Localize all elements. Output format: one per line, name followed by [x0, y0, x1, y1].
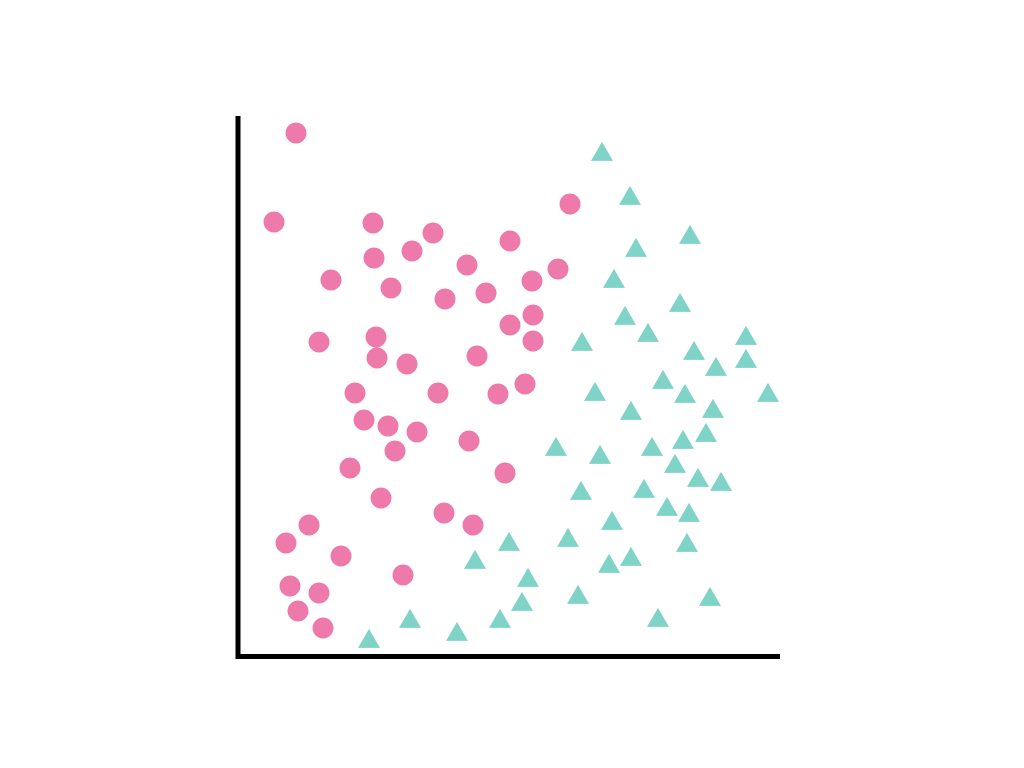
series-teal-triangles-class: [358, 141, 779, 648]
data-point-circle: [392, 564, 414, 586]
data-point-triangle: [489, 608, 511, 628]
data-point-triangle: [735, 348, 757, 368]
data-point-circle: [499, 230, 521, 252]
data-point-triangle: [687, 467, 709, 487]
data-point-circle: [353, 409, 375, 431]
data-point-circle: [308, 582, 330, 604]
data-point-triangle: [676, 532, 698, 552]
data-point-triangle: [699, 586, 721, 606]
data-point-triangle: [358, 628, 380, 648]
data-point-circle: [275, 532, 297, 554]
data-point-circle: [279, 575, 301, 597]
data-point-circle: [365, 326, 387, 348]
data-point-circle: [434, 288, 456, 310]
data-point-triangle: [567, 584, 589, 604]
data-point-circle: [344, 382, 366, 404]
data-point-triangle: [664, 453, 686, 473]
data-point-circle: [298, 514, 320, 536]
data-point-triangle: [601, 510, 623, 530]
data-point-circle: [396, 353, 418, 375]
data-point-circle: [384, 440, 406, 462]
data-point-triangle: [584, 381, 606, 401]
data-point-circle: [499, 314, 521, 336]
data-point-circle: [287, 600, 309, 622]
data-point-circle: [494, 462, 516, 484]
data-point-circle: [330, 545, 352, 567]
data-point-triangle: [678, 502, 700, 522]
data-point-triangle: [511, 591, 533, 611]
data-point-circle: [456, 254, 478, 276]
data-point-circle: [312, 617, 334, 639]
data-point-triangle: [619, 185, 641, 205]
data-point-circle: [458, 430, 480, 452]
data-point-circle: [263, 211, 285, 233]
data-point-triangle: [571, 331, 593, 351]
data-point-circle: [462, 514, 484, 536]
data-point-circle: [559, 193, 581, 215]
data-point-triangle: [517, 567, 539, 587]
data-point-circle: [406, 421, 428, 443]
data-point-triangle: [695, 422, 717, 442]
data-point-circle: [363, 247, 385, 269]
axis-spines: [235, 116, 780, 659]
data-point-circle: [466, 345, 488, 367]
data-point-triangle: [446, 621, 468, 641]
data-point-circle: [427, 382, 449, 404]
data-point-circle: [401, 240, 423, 262]
data-point-triangle: [603, 268, 625, 288]
data-point-triangle: [625, 237, 647, 257]
data-point-circle: [339, 457, 361, 479]
data-point-circle: [362, 212, 384, 234]
data-point-circle: [285, 122, 307, 144]
data-point-triangle: [674, 383, 696, 403]
data-point-triangle: [591, 141, 613, 161]
data-point-triangle: [620, 400, 642, 420]
data-point-triangle: [633, 478, 655, 498]
data-point-triangle: [614, 305, 636, 325]
data-point-triangle: [464, 549, 486, 569]
data-point-triangle: [672, 429, 694, 449]
data-point-circle: [433, 502, 455, 524]
data-point-triangle: [641, 436, 663, 456]
data-point-triangle: [669, 292, 691, 312]
data-point-triangle: [570, 480, 592, 500]
data-point-circle: [366, 347, 388, 369]
data-point-triangle: [589, 444, 611, 464]
data-point-circle: [514, 373, 536, 395]
data-point-circle: [475, 282, 497, 304]
data-point-triangle: [652, 369, 674, 389]
data-point-circle: [380, 277, 402, 299]
data-point-triangle: [683, 340, 705, 360]
data-point-circle: [308, 331, 330, 353]
data-point-circle: [547, 258, 569, 280]
data-point-triangle: [637, 322, 659, 342]
data-point-circle: [377, 415, 399, 437]
data-point-circle: [522, 330, 544, 352]
data-point-circle: [487, 383, 509, 405]
data-point-circle: [522, 304, 544, 326]
data-point-triangle: [598, 553, 620, 573]
data-point-triangle: [620, 546, 642, 566]
data-point-triangle: [679, 224, 701, 244]
data-point-triangle: [735, 325, 757, 345]
data-point-triangle: [656, 496, 678, 516]
data-point-triangle: [545, 436, 567, 456]
data-point-triangle: [557, 527, 579, 547]
data-point-triangle: [757, 382, 779, 402]
data-point-triangle: [710, 471, 732, 491]
data-point-triangle: [399, 608, 421, 628]
data-point-circle: [521, 270, 543, 292]
data-point-circle: [320, 269, 342, 291]
data-point-circle: [370, 487, 392, 509]
data-point-triangle: [702, 398, 724, 418]
data-point-triangle: [647, 607, 669, 627]
data-point-triangle: [705, 356, 727, 376]
data-point-circle: [422, 222, 444, 244]
data-point-triangle: [498, 531, 520, 551]
series-pink-circles-class: [263, 122, 581, 639]
